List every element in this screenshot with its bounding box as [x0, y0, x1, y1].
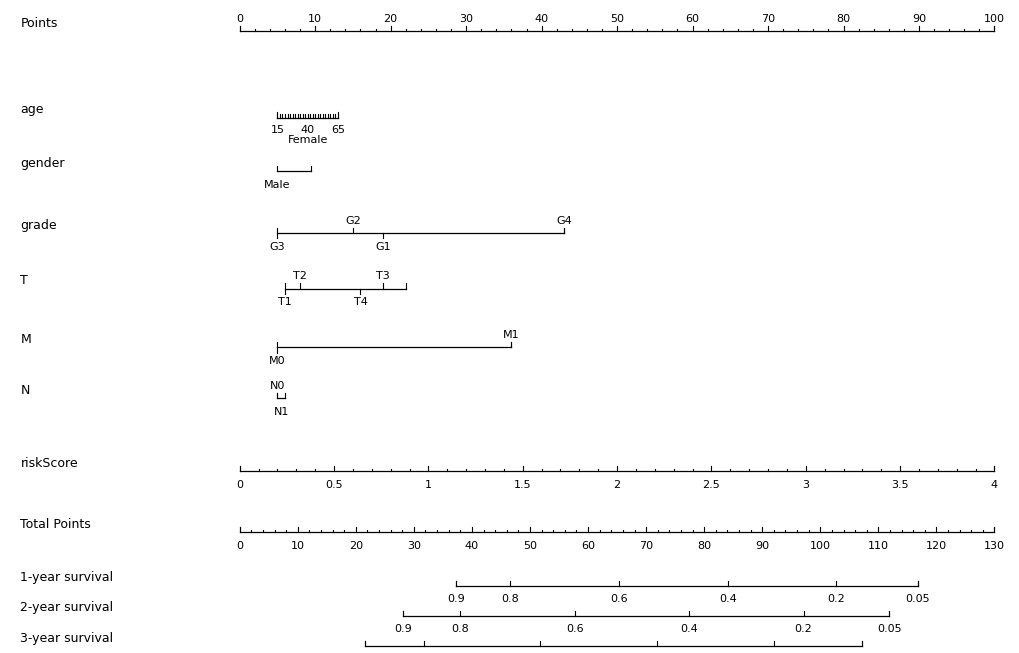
Text: 0.05: 0.05 — [876, 624, 901, 634]
Text: N: N — [20, 384, 30, 397]
Text: 2-year survival: 2-year survival — [20, 601, 113, 614]
Text: 2: 2 — [613, 480, 620, 490]
Text: Total Points: Total Points — [20, 518, 91, 531]
Text: Male: Male — [264, 180, 290, 189]
Text: T2: T2 — [292, 272, 307, 281]
Text: T1: T1 — [278, 297, 291, 307]
Text: 20: 20 — [383, 14, 397, 24]
Text: 50: 50 — [609, 14, 624, 24]
Text: riskScore: riskScore — [20, 457, 77, 470]
Text: G1: G1 — [375, 242, 390, 251]
Text: 60: 60 — [685, 14, 699, 24]
Text: grade: grade — [20, 219, 57, 232]
Text: 0.05: 0.05 — [905, 594, 929, 604]
Text: 100: 100 — [809, 541, 830, 550]
Text: 0.2: 0.2 — [826, 594, 845, 604]
Text: 60: 60 — [581, 541, 594, 550]
Text: 90: 90 — [911, 14, 925, 24]
Text: 40: 40 — [301, 125, 315, 135]
Text: 120: 120 — [925, 541, 946, 550]
Text: 0.4: 0.4 — [718, 594, 736, 604]
Text: 2.5: 2.5 — [702, 480, 719, 490]
Text: 30: 30 — [459, 14, 473, 24]
Text: 1.5: 1.5 — [514, 480, 531, 490]
Text: 0.8: 0.8 — [501, 594, 519, 604]
Text: 0.6: 0.6 — [609, 594, 628, 604]
Text: 0.2: 0.2 — [794, 624, 812, 634]
Text: 50: 50 — [523, 541, 536, 550]
Text: 3: 3 — [802, 480, 808, 490]
Text: Points: Points — [20, 17, 58, 30]
Text: 10: 10 — [290, 541, 305, 550]
Text: T4: T4 — [354, 297, 367, 307]
Text: 40: 40 — [465, 541, 479, 550]
Text: G4: G4 — [555, 216, 572, 226]
Text: 100: 100 — [983, 14, 1004, 24]
Text: 0.8: 0.8 — [450, 624, 469, 634]
Text: G2: G2 — [344, 216, 361, 226]
Text: gender: gender — [20, 157, 65, 170]
Text: 0.9: 0.9 — [393, 624, 412, 634]
Text: 3.5: 3.5 — [891, 480, 908, 490]
Text: 70: 70 — [639, 541, 652, 550]
Text: 130: 130 — [983, 541, 1004, 550]
Text: 1-year survival: 1-year survival — [20, 571, 113, 584]
Text: 0: 0 — [236, 541, 243, 550]
Text: 90: 90 — [754, 541, 768, 550]
Text: 0: 0 — [236, 480, 243, 490]
Text: M1: M1 — [502, 330, 520, 340]
Text: 15: 15 — [270, 125, 284, 135]
Text: 1: 1 — [425, 480, 431, 490]
Text: T3: T3 — [376, 272, 389, 281]
Text: T: T — [20, 274, 29, 287]
Text: 0.5: 0.5 — [325, 480, 342, 490]
Text: M: M — [20, 333, 32, 346]
Text: N0: N0 — [269, 381, 285, 391]
Text: 3-year survival: 3-year survival — [20, 632, 113, 645]
Text: 10: 10 — [308, 14, 322, 24]
Text: Female: Female — [287, 135, 327, 144]
Text: 0.9: 0.9 — [446, 594, 465, 604]
Text: M0: M0 — [269, 356, 285, 366]
Text: G3: G3 — [269, 242, 285, 251]
Text: 70: 70 — [760, 14, 774, 24]
Text: 80: 80 — [696, 541, 710, 550]
Text: 30: 30 — [407, 541, 421, 550]
Text: 65: 65 — [330, 125, 344, 135]
Text: 20: 20 — [348, 541, 363, 550]
Text: 4: 4 — [990, 480, 997, 490]
Text: 0.4: 0.4 — [680, 624, 697, 634]
Text: 80: 80 — [836, 14, 850, 24]
Text: 0: 0 — [236, 14, 243, 24]
Text: 110: 110 — [867, 541, 888, 550]
Text: 40: 40 — [534, 14, 548, 24]
Text: 0.6: 0.6 — [566, 624, 583, 634]
Text: age: age — [20, 103, 44, 116]
Text: N1: N1 — [273, 407, 288, 417]
